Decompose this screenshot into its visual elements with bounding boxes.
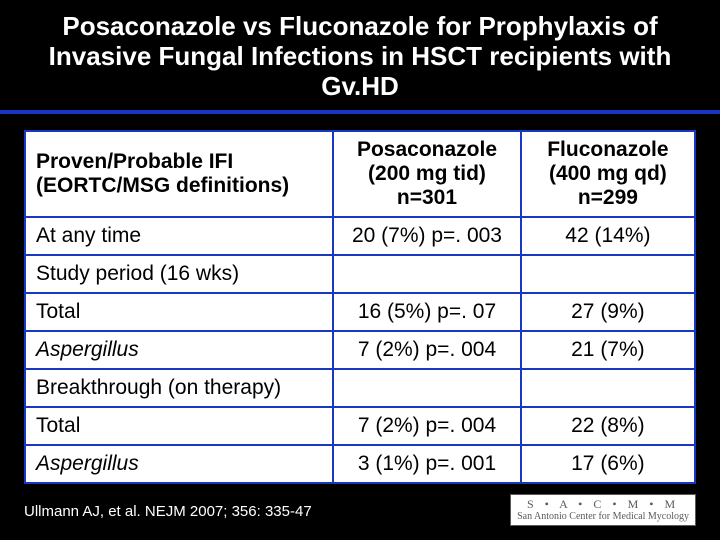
slide-title: Posaconazole vs Fluconazole for Prophyla…: [0, 0, 720, 108]
cell-posa: 7 (2%) p=. 004: [333, 331, 521, 369]
cell-posa: 16 (5%) p=. 07: [333, 293, 521, 331]
logo-top: S • A • C • M • M: [517, 498, 689, 511]
cell-posa: [333, 255, 521, 293]
table-row: Aspergillus 3 (1%) p=. 001 17 (6%): [25, 445, 695, 483]
citation-text: Ullmann AJ, et al. NEJM 2007; 356: 335-4…: [24, 503, 312, 520]
cell-fluc: 27 (9%): [521, 293, 695, 331]
table-row: Study period (16 wks): [25, 255, 695, 293]
table-row: Total 7 (2%) p=. 004 22 (8%): [25, 407, 695, 445]
comparison-table: Proven/Probable IFI (EORTC/MSG definitio…: [24, 130, 696, 484]
table-row: At any time 20 (7%) p=. 003 42 (14%): [25, 217, 695, 255]
cell-posa: [333, 369, 521, 407]
header-fluconazole: Fluconazole (400 mg qd) n=299: [521, 131, 695, 217]
cell-posa: 7 (2%) p=. 004: [333, 407, 521, 445]
cell-label: Study period (16 wks): [25, 255, 333, 293]
logo-bottom: San Antonio Center for Medical Mycology: [517, 511, 689, 522]
table-row: Breakthrough (on therapy): [25, 369, 695, 407]
title-underline: [0, 110, 720, 114]
cell-label: Aspergillus: [25, 331, 333, 369]
table-header-row: Proven/Probable IFI (EORTC/MSG definitio…: [25, 131, 695, 217]
cell-posa: 3 (1%) p=. 001: [333, 445, 521, 483]
logo-badge: S • A • C • M • M San Antonio Center for…: [510, 494, 696, 526]
cell-label: Aspergillus: [25, 445, 333, 483]
table-row: Total 16 (5%) p=. 07 27 (9%): [25, 293, 695, 331]
cell-posa: 20 (7%) p=. 003: [333, 217, 521, 255]
cell-label: Total: [25, 407, 333, 445]
table-row: Aspergillus 7 (2%) p=. 004 21 (7%): [25, 331, 695, 369]
header-posaconazole: Posaconazole (200 mg tid) n=301: [333, 131, 521, 217]
header-ifi: Proven/Probable IFI (EORTC/MSG definitio…: [25, 131, 333, 217]
table-container: Proven/Probable IFI (EORTC/MSG definitio…: [24, 130, 696, 484]
cell-fluc: 17 (6%): [521, 445, 695, 483]
cell-label: Total: [25, 293, 333, 331]
cell-label: Breakthrough (on therapy): [25, 369, 333, 407]
cell-fluc: 21 (7%): [521, 331, 695, 369]
cell-fluc: 22 (8%): [521, 407, 695, 445]
cell-fluc: 42 (14%): [521, 217, 695, 255]
cell-fluc: [521, 369, 695, 407]
cell-label: At any time: [25, 217, 333, 255]
cell-fluc: [521, 255, 695, 293]
